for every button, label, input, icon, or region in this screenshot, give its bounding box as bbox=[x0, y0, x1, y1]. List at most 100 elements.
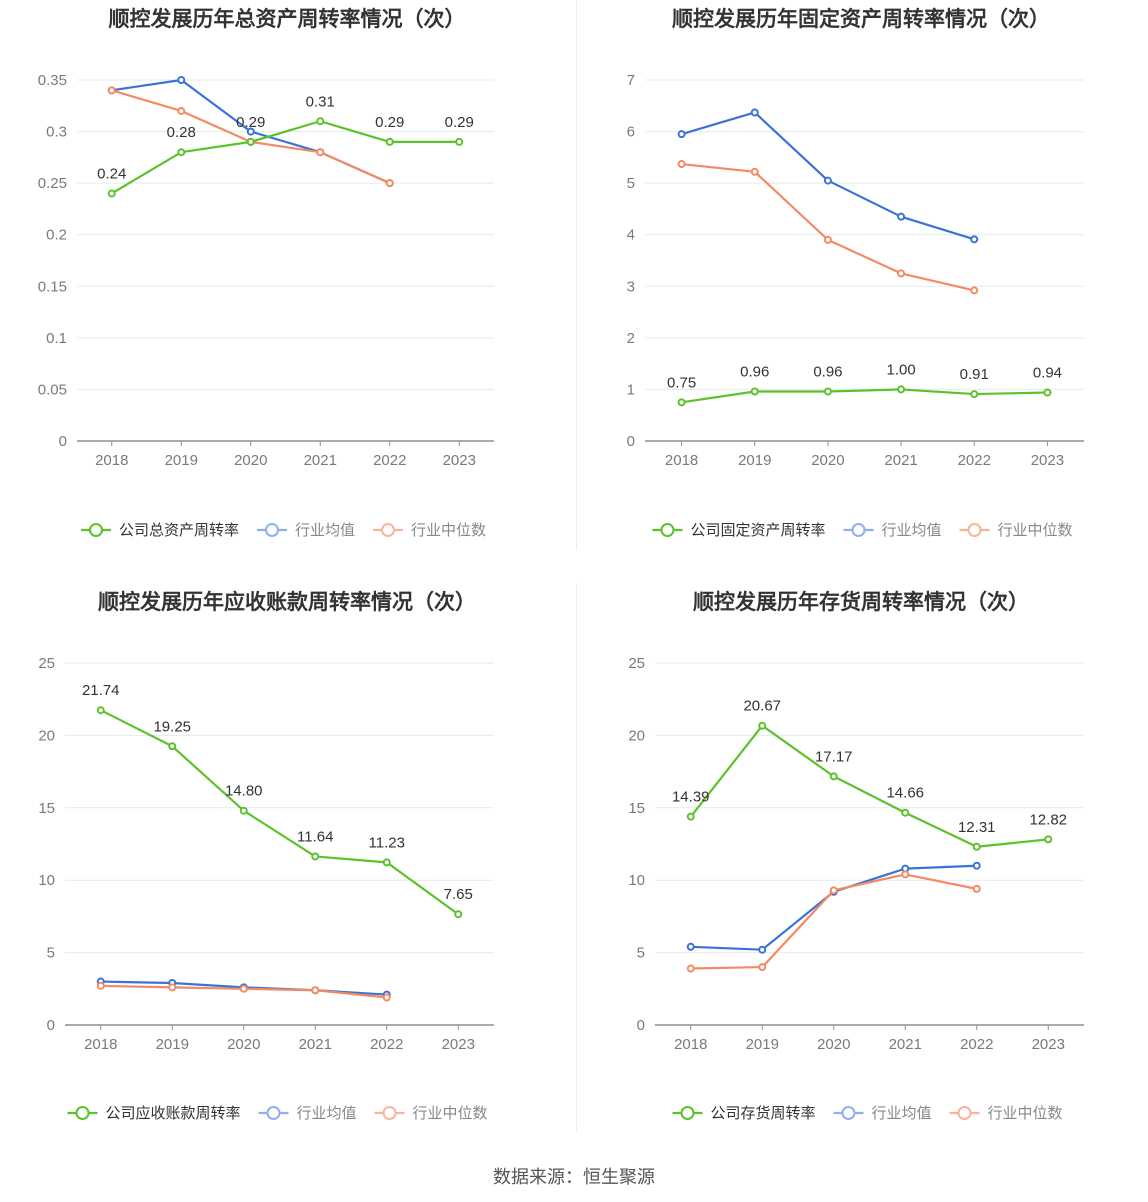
legend-marker bbox=[89, 523, 103, 537]
legend-marker bbox=[680, 1106, 695, 1120]
x-tick-label: 2018 bbox=[665, 452, 698, 469]
legend-item-industry_median: 行业中位数 bbox=[959, 521, 1073, 539]
y-tick-label: 6 bbox=[627, 124, 635, 141]
legend-label: 行业均值 bbox=[872, 1104, 932, 1122]
x-tick-label: 2023 bbox=[442, 1036, 475, 1053]
data-label: 0.96 bbox=[813, 363, 842, 380]
data-point-industry_avg bbox=[177, 76, 186, 84]
legend-label: 行业均值 bbox=[297, 1104, 357, 1122]
data-point-company bbox=[96, 706, 105, 715]
data-point-company bbox=[1043, 388, 1052, 397]
chart-panel-receivables-turnover: 顺控发展历年应收账款周转率情况（次） 0 5 10 15 20 25 2018 2019 2020… bbox=[0, 583, 574, 1166]
series-line-industry_avg bbox=[690, 864, 977, 951]
legend-item-company: 公司应收账款周转率 bbox=[67, 1104, 241, 1122]
data-label: 19.25 bbox=[153, 718, 191, 735]
chart-title: 顺控发展历年应收账款周转率情况（次） bbox=[98, 590, 476, 614]
data-label: 0.31 bbox=[306, 93, 335, 110]
data-point-industry_median bbox=[382, 993, 391, 1002]
x-tick-label: 2019 bbox=[738, 452, 771, 469]
data-label: 0.28 bbox=[167, 124, 196, 141]
y-tick-label: 3 bbox=[627, 278, 635, 295]
data-label: 12.31 bbox=[958, 819, 996, 836]
x-tick-label: 2020 bbox=[811, 452, 844, 469]
series-line-company bbox=[100, 709, 459, 916]
x-tick-label: 2019 bbox=[746, 1036, 779, 1053]
legend-item-company: 公司存货周转率 bbox=[672, 1104, 816, 1122]
legend-item-industry_avg: 行业均值 bbox=[258, 1104, 357, 1122]
legend-item-industry_avg: 行业均值 bbox=[843, 521, 942, 539]
data-point-industry_avg bbox=[972, 861, 981, 870]
chart-receivables-turnover: 顺控发展历年应收账款周转率情况（次） 0 5 10 15 20 25 2018 2019 2020… bbox=[38, 590, 494, 1122]
x-tick-label: 2018 bbox=[674, 1036, 707, 1053]
data-point-company bbox=[901, 808, 910, 817]
panel-divider-bottom bbox=[576, 583, 577, 1133]
y-tick-label: 0.15 bbox=[38, 278, 67, 295]
legend-label: 行业均值 bbox=[295, 521, 355, 539]
series-line-company bbox=[689, 724, 1049, 848]
data-point-industry_median bbox=[897, 269, 906, 278]
legend-marker bbox=[957, 1106, 972, 1120]
legend-item-company: 公司固定资产周转率 bbox=[652, 521, 826, 539]
data-point-industry_median bbox=[96, 981, 105, 990]
data-point-industry_avg bbox=[686, 942, 695, 951]
data-point-company bbox=[316, 117, 325, 126]
data-point-company bbox=[686, 812, 695, 821]
y-tick-label: 0.25 bbox=[38, 175, 67, 192]
x-tick-label: 2021 bbox=[304, 452, 337, 469]
legend-item-industry_avg: 行业均值 bbox=[257, 521, 355, 539]
chart-fixed-asset-turnover: 顺控发展历年固定资产周转率情况（次） 0 1 2 3 4 5 6 7 2018 2019 2020 20… bbox=[627, 7, 1084, 539]
y-tick-label: 10 bbox=[38, 872, 55, 889]
data-label: 0.96 bbox=[740, 363, 769, 380]
data-point-company bbox=[758, 721, 767, 730]
chart-panel-inventory-turnover: 顺控发展历年存货周转率情况（次） 0 5 10 15 20 25 2018 2019 2020 20… bbox=[574, 583, 1148, 1166]
data-label: 0.29 bbox=[236, 114, 265, 131]
y-tick-label: 4 bbox=[627, 227, 635, 244]
data-point-industry_avg bbox=[970, 235, 979, 244]
data-label: 11.23 bbox=[369, 834, 405, 851]
data-point-industry_median bbox=[686, 964, 695, 973]
data-point-company bbox=[385, 137, 394, 146]
series-line-company bbox=[681, 388, 1048, 404]
x-tick-label: 2019 bbox=[165, 452, 198, 469]
data-label: 1.00 bbox=[886, 361, 915, 378]
data-point-industry_median bbox=[901, 870, 910, 879]
data-label: 17.17 bbox=[815, 748, 853, 765]
y-tick-label: 5 bbox=[627, 175, 635, 192]
y-tick-label: 0 bbox=[637, 1017, 645, 1034]
data-point-industry_median bbox=[239, 984, 248, 993]
data-label: 12.82 bbox=[1029, 811, 1067, 828]
data-point-industry_median bbox=[970, 286, 979, 295]
data-point-industry_median bbox=[972, 884, 981, 893]
chart-title: 顺控发展历年总资产周转率情况（次） bbox=[109, 7, 466, 31]
legend-item-industry_median: 行业中位数 bbox=[949, 1104, 1063, 1122]
x-tick-label: 2021 bbox=[889, 1036, 922, 1053]
data-point-company bbox=[455, 137, 464, 146]
x-tick-label: 2021 bbox=[299, 1036, 332, 1053]
y-tick-label: 25 bbox=[628, 655, 645, 672]
legend-marker bbox=[381, 523, 395, 537]
data-source-note: 数据来源：恒生聚源 bbox=[493, 1167, 655, 1187]
x-tick-label: 2019 bbox=[156, 1036, 189, 1053]
data-point-company bbox=[382, 858, 391, 867]
data-point-industry_avg bbox=[750, 108, 759, 117]
legend-label: 行业中位数 bbox=[998, 521, 1073, 539]
y-tick-label: 5 bbox=[637, 945, 645, 962]
data-point-industry_median bbox=[758, 963, 767, 972]
data-label: 0.94 bbox=[1033, 365, 1062, 382]
y-tick-label: 0.05 bbox=[38, 381, 67, 398]
data-point-company bbox=[970, 390, 979, 399]
data-point-industry_median bbox=[750, 167, 759, 176]
legend-label: 行业中位数 bbox=[413, 1104, 488, 1122]
data-label: 11.64 bbox=[297, 828, 333, 845]
y-tick-label: 20 bbox=[38, 727, 55, 744]
x-tick-label: 2022 bbox=[373, 452, 406, 469]
legend-marker bbox=[75, 1106, 90, 1120]
x-tick-label: 2018 bbox=[84, 1036, 117, 1053]
x-tick-label: 2020 bbox=[234, 452, 267, 469]
legend-label: 公司总资产周转率 bbox=[119, 521, 239, 539]
y-tick-label: 0.2 bbox=[46, 227, 67, 244]
data-point-company bbox=[454, 910, 463, 919]
x-tick-label: 2018 bbox=[95, 452, 128, 469]
y-tick-label: 0.35 bbox=[38, 72, 67, 89]
x-tick-label: 2023 bbox=[443, 452, 476, 469]
